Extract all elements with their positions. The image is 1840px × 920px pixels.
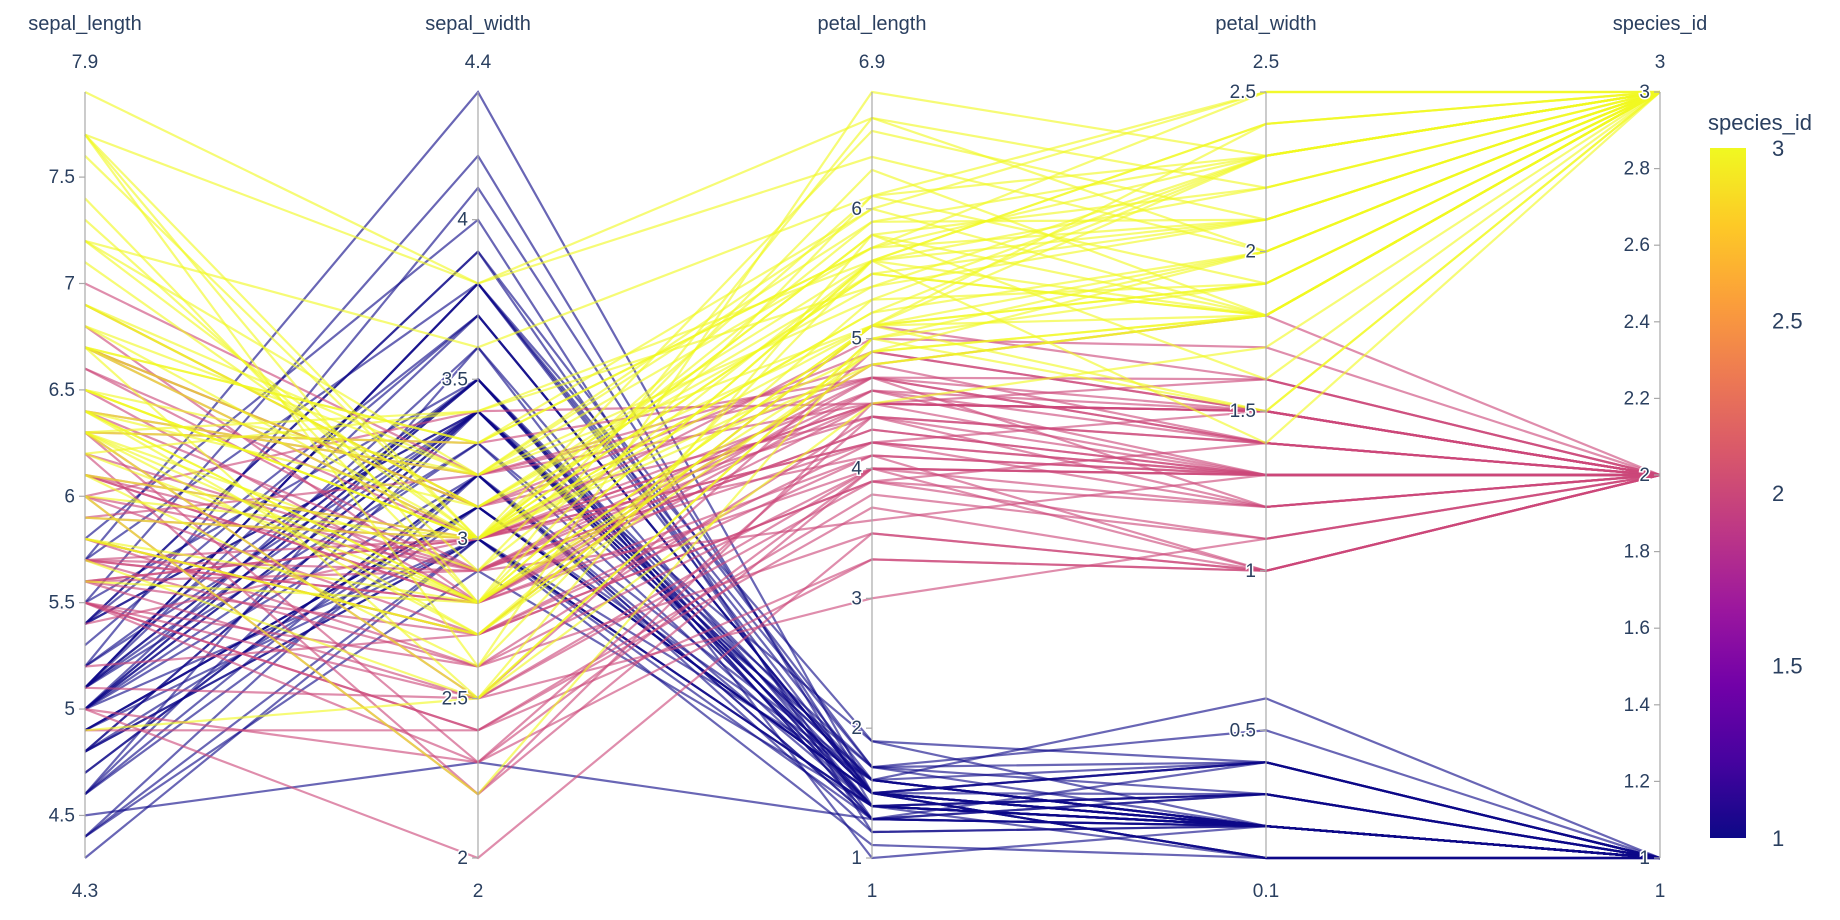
axis-tick-label: 3 <box>851 588 862 609</box>
colorbar-tick-label: 1.5 <box>1772 654 1803 679</box>
axis-range-max: 3 <box>1655 52 1666 73</box>
axis-range-min: 0.1 <box>1253 881 1279 902</box>
axis-species-id: species_id 3 11 1.2 1.4 1.6 1.8 2 2.2 2.4 2.6 2.8 3 <box>1613 13 1708 902</box>
axis-tick-label: 1.4 <box>1624 695 1651 716</box>
axis-tick-label: 2.6 <box>1624 235 1650 256</box>
colorbar-tick-label: 1 <box>1772 826 1784 851</box>
axis-sepal-length: sepal_length 7.9 4.3 4.5 5 5.5 6 6.5 7 7.5 <box>28 13 141 902</box>
axis-range-min: 1 <box>867 881 878 902</box>
axis-tick-label: 2.5 <box>1230 82 1256 103</box>
axis-title: sepal_length <box>28 13 141 35</box>
colorbar-tick-label: 2.5 <box>1772 309 1803 334</box>
axis-tick-label: 2 <box>457 848 468 869</box>
axis-tick-label: 2 <box>1639 465 1650 486</box>
axis-range-max: 6.9 <box>859 52 885 73</box>
axis-tick-label: 3 <box>457 529 468 550</box>
axis-range-max: 2.5 <box>1253 52 1279 73</box>
axis-title: petal_length <box>818 13 927 35</box>
axis-range-min: 1 <box>1655 881 1666 902</box>
axis-sepal-width: sepal_width 4.4 22 2.5 3 3.5 4 <box>425 13 531 902</box>
axis-tick-label: 1 <box>1639 848 1650 869</box>
axis-tick-label: 4 <box>457 210 468 231</box>
axis-petal-width: petal_width 2.5 0.1 0.5 1 1.5 2 2.5 <box>1215 13 1316 902</box>
axis-tick-label: 3 <box>1639 82 1650 103</box>
axis-range-max: 4.4 <box>465 52 492 73</box>
axis-tick-label: 6.5 <box>49 380 75 401</box>
axis-tick-label: 5 <box>64 699 75 720</box>
axis-petal-length: petal_length 6.9 11 2 3 4 5 6 <box>818 13 927 902</box>
axis-tick-label: 4 <box>851 459 862 480</box>
axis-range-max: 7.9 <box>72 52 98 73</box>
axis-tick-label: 1.6 <box>1624 618 1650 639</box>
axis-tick-label: 2.2 <box>1624 388 1650 409</box>
colorbar: species_id 1 1.5 2 2.5 3 <box>1708 110 1812 851</box>
axis-title: species_id <box>1613 13 1708 35</box>
axis-range-min: 4.3 <box>72 881 98 902</box>
axis-title: sepal_width <box>425 13 531 35</box>
axis-tick-label: 7.5 <box>49 167 75 188</box>
axis-tick-label: 3.5 <box>442 369 468 390</box>
axis-tick-label: 0.5 <box>1230 720 1256 741</box>
axis-tick-label: 5.5 <box>49 593 75 614</box>
colorbar-tick-label: 2 <box>1772 481 1784 506</box>
axis-tick-label: 2.5 <box>442 688 468 709</box>
axis-tick-label: 2.8 <box>1624 159 1650 180</box>
axis-range-min: 2 <box>473 881 484 902</box>
axis-tick-label: 2 <box>851 718 862 739</box>
axis-tick-label: 2 <box>1245 242 1256 263</box>
colorbar-tick-label: 3 <box>1772 136 1784 161</box>
colorbar-title: species_id <box>1708 110 1812 135</box>
axis-tick-label: 6 <box>64 486 75 507</box>
axis-tick-label: 1 <box>1245 561 1256 582</box>
axis-tick-label: 1 <box>851 848 862 869</box>
axis-tick-label: 7 <box>64 274 75 295</box>
axis-tick-label: 1.8 <box>1624 542 1650 563</box>
axis-title: petal_width <box>1215 13 1316 35</box>
dimension-axes: sepal_length 7.9 4.3 4.5 5 5.5 6 6.5 7 7.5 sepal_w… <box>28 13 1707 902</box>
axis-tick-label: 6 <box>851 199 862 220</box>
colorbar-gradient <box>1710 148 1746 838</box>
axis-tick-label: 4.5 <box>49 805 75 826</box>
axis-tick-label: 5 <box>851 329 862 350</box>
axis-tick-label: 2.4 <box>1624 312 1651 333</box>
axis-tick-label: 1.5 <box>1230 401 1256 422</box>
axis-tick-label: 1.2 <box>1624 771 1650 792</box>
